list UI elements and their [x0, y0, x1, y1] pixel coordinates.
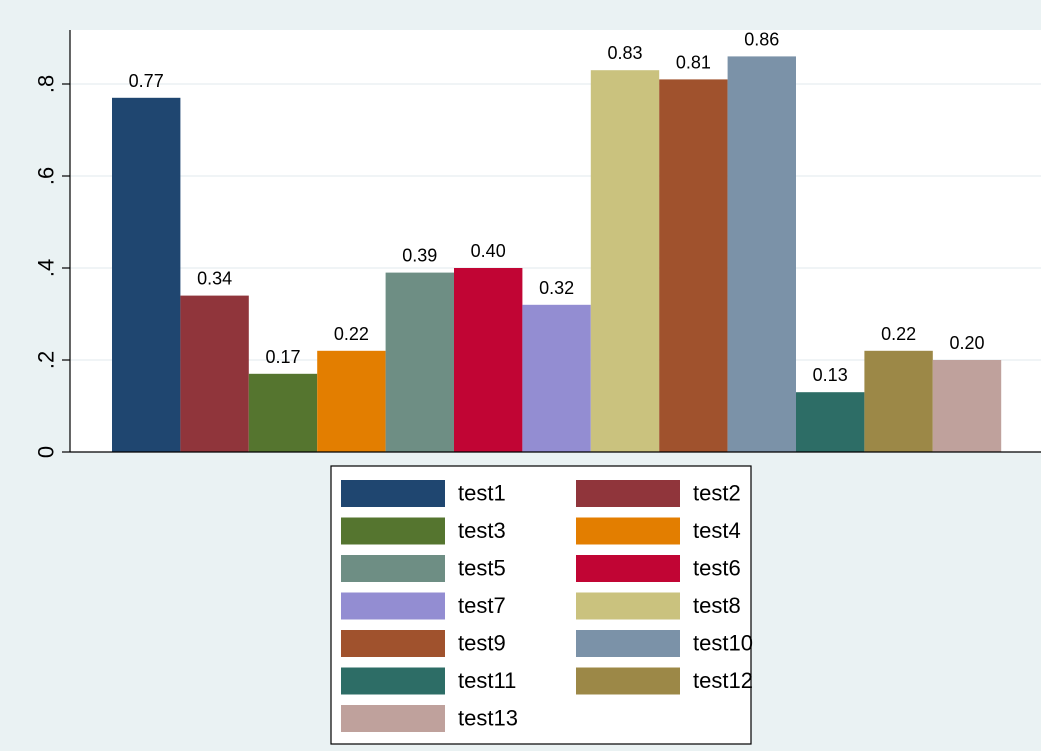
legend-swatch-test8 — [576, 592, 680, 620]
bar-test3 — [248, 373, 318, 452]
legend-swatch-test2 — [576, 480, 680, 507]
y-tick-label: 0 — [34, 446, 59, 458]
bar-value-label: 0.32 — [539, 278, 574, 298]
bar-test9 — [659, 79, 728, 453]
bars — [112, 56, 1002, 453]
legend-swatch-test1 — [341, 480, 445, 507]
bar-test4 — [317, 350, 386, 452]
bar-value-label: 0.81 — [676, 52, 711, 72]
legend-label: test1 — [458, 481, 506, 506]
bar-value-label: 0.34 — [197, 269, 232, 289]
legend-label: test6 — [693, 556, 741, 581]
legend-swatch-test7 — [341, 592, 445, 620]
bar-value-label: 0.22 — [334, 324, 369, 344]
legend-swatch-test10 — [576, 630, 680, 657]
legend-label: test5 — [458, 556, 506, 581]
legend-label: test2 — [693, 481, 741, 506]
legend-label: test11 — [458, 668, 516, 693]
bar-test1 — [112, 97, 181, 453]
bar-test8 — [590, 70, 660, 452]
legend: test1 test2 test3 test4 test5 test6 test7 test8… — [330, 465, 753, 745]
bar-value-label: 0.13 — [813, 365, 848, 385]
legend-label: test8 — [693, 593, 741, 618]
bar-value-label: 0.40 — [471, 241, 506, 261]
bar-value-label: 0.86 — [744, 29, 779, 49]
legend-label: test3 — [458, 518, 506, 543]
legend-swatch-test9 — [341, 630, 445, 657]
legend-label: test10 — [693, 631, 753, 656]
bar-test12 — [864, 350, 933, 452]
legend-swatch-test13 — [341, 705, 445, 732]
legend-label: test9 — [458, 631, 506, 656]
bar-test10 — [727, 56, 796, 453]
bar-test5 — [385, 272, 454, 452]
y-tick-label: .6 — [34, 167, 59, 185]
legend-label: test13 — [458, 706, 518, 731]
bar-value-label: 0.20 — [949, 333, 984, 353]
bar-value-label: 0.83 — [607, 43, 642, 63]
legend-label: test4 — [693, 518, 741, 543]
bar-value-label: 0.77 — [129, 71, 164, 91]
legend-swatch-test12 — [576, 667, 680, 695]
y-tick-label: .2 — [34, 351, 59, 369]
bar-value-label: 0.22 — [881, 324, 916, 344]
y-axis-ticks: 0 .2 .4 .6 .8 — [34, 75, 70, 458]
legend-swatch-test5 — [341, 555, 445, 582]
legend-swatch-test11 — [341, 667, 445, 695]
bar-value-label: 0.39 — [402, 246, 437, 266]
legend-swatch-test3 — [341, 517, 445, 545]
legend-label: test7 — [458, 593, 506, 618]
legend-label: test12 — [693, 668, 753, 693]
bar-value-label: 0.17 — [265, 347, 300, 367]
bar-test11 — [796, 392, 865, 452]
legend-swatch-test4 — [576, 517, 680, 545]
bar-test13 — [932, 360, 1002, 452]
bar-test7 — [522, 304, 591, 452]
bar-test2 — [180, 295, 249, 452]
y-tick-label: .4 — [34, 259, 59, 277]
legend-swatch-test6 — [576, 555, 680, 582]
value-labels: 0.77 0.34 0.17 0.22 0.39 0.40 0.32 0.83 0.81 0.86… — [129, 29, 985, 385]
bar-test6 — [454, 268, 523, 452]
y-tick-label: .8 — [34, 75, 59, 93]
